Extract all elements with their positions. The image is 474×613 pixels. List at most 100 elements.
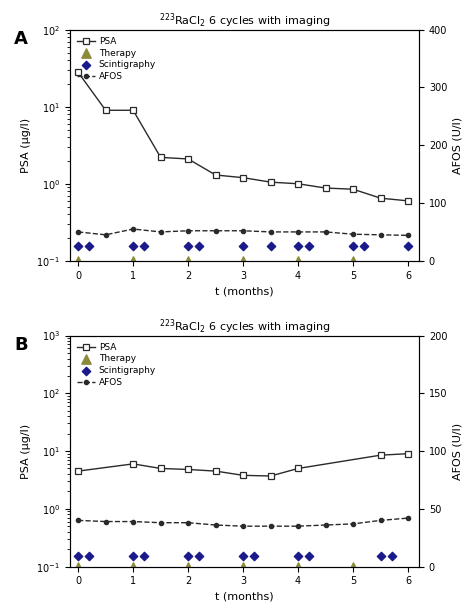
Scintigraphy xyxy=(74,550,82,560)
Scintigraphy xyxy=(195,550,203,560)
PSA xyxy=(295,180,301,188)
Scintigraphy xyxy=(85,242,93,251)
Scintigraphy xyxy=(239,550,247,560)
AFOS xyxy=(158,228,164,235)
Legend: PSA, Therapy, Scintigraphy, AFOS: PSA, Therapy, Scintigraphy, AFOS xyxy=(74,34,159,84)
PSA xyxy=(268,178,273,186)
PSA xyxy=(323,185,328,192)
PSA xyxy=(213,468,219,475)
Line: PSA: PSA xyxy=(75,69,411,204)
AFOS xyxy=(130,518,136,525)
AFOS xyxy=(405,514,411,522)
AFOS xyxy=(378,517,383,524)
AFOS xyxy=(405,232,411,239)
PSA xyxy=(295,465,301,472)
Scintigraphy xyxy=(294,550,302,560)
X-axis label: t (months): t (months) xyxy=(215,286,274,296)
Legend: PSA, Therapy, Scintigraphy, AFOS: PSA, Therapy, Scintigraphy, AFOS xyxy=(74,340,159,390)
Line: PSA: PSA xyxy=(75,451,411,479)
AFOS xyxy=(378,231,383,238)
Scintigraphy xyxy=(129,242,137,251)
PSA xyxy=(185,466,191,473)
Therapy xyxy=(184,562,192,571)
AFOS xyxy=(130,226,136,233)
Therapy xyxy=(294,256,302,265)
AFOS xyxy=(350,520,356,528)
AFOS xyxy=(240,522,246,530)
PSA xyxy=(240,471,246,479)
AFOS xyxy=(268,228,273,235)
PSA xyxy=(378,194,383,202)
PSA xyxy=(213,171,219,178)
Therapy xyxy=(349,562,357,571)
Scintigraphy xyxy=(140,550,148,560)
Therapy xyxy=(129,256,137,265)
Line: AFOS: AFOS xyxy=(76,516,410,528)
Therapy xyxy=(184,256,192,265)
PSA xyxy=(103,107,109,114)
AFOS xyxy=(323,228,328,235)
Therapy xyxy=(239,562,247,571)
Y-axis label: AFOS (U/l): AFOS (U/l) xyxy=(453,422,463,479)
Scintigraphy xyxy=(349,242,357,251)
PSA xyxy=(405,450,411,457)
Title: $^{223}$RaCl$_2$ 6 cycles with imaging: $^{223}$RaCl$_2$ 6 cycles with imaging xyxy=(159,317,330,335)
Scintigraphy xyxy=(360,242,368,251)
X-axis label: t (months): t (months) xyxy=(215,592,274,602)
Scintigraphy xyxy=(74,242,82,251)
Scintigraphy xyxy=(195,242,203,251)
AFOS xyxy=(158,519,164,527)
PSA xyxy=(378,451,383,459)
Therapy xyxy=(74,562,82,571)
Scintigraphy xyxy=(184,550,192,560)
PSA xyxy=(158,154,164,161)
PSA xyxy=(130,107,136,114)
Therapy xyxy=(129,562,137,571)
Therapy xyxy=(74,256,82,265)
AFOS xyxy=(75,228,81,235)
AFOS xyxy=(185,519,191,527)
Scintigraphy xyxy=(239,242,247,251)
Therapy xyxy=(294,562,302,571)
Therapy xyxy=(239,256,247,265)
Scintigraphy xyxy=(250,550,258,560)
Scintigraphy xyxy=(294,242,302,251)
Scintigraphy xyxy=(305,550,313,560)
AFOS xyxy=(213,227,219,234)
Y-axis label: PSA (μg/l): PSA (μg/l) xyxy=(21,118,31,173)
AFOS xyxy=(295,228,301,235)
PSA xyxy=(268,473,273,480)
PSA xyxy=(405,197,411,205)
PSA xyxy=(75,468,81,475)
AFOS xyxy=(240,227,246,234)
AFOS xyxy=(103,518,109,525)
PSA xyxy=(130,460,136,468)
AFOS xyxy=(213,521,219,528)
Text: A: A xyxy=(14,29,28,48)
Scintigraphy xyxy=(129,550,137,560)
Y-axis label: PSA (μg/l): PSA (μg/l) xyxy=(21,424,31,479)
AFOS xyxy=(323,521,328,528)
PSA xyxy=(158,465,164,472)
Therapy xyxy=(349,256,357,265)
Scintigraphy xyxy=(267,242,274,251)
Line: AFOS: AFOS xyxy=(76,227,410,237)
Scintigraphy xyxy=(140,242,148,251)
Scintigraphy xyxy=(404,242,412,251)
AFOS xyxy=(268,522,273,530)
Y-axis label: AFOS (U/l): AFOS (U/l) xyxy=(453,116,463,174)
PSA xyxy=(185,155,191,162)
Text: B: B xyxy=(14,335,27,354)
Scintigraphy xyxy=(388,550,395,560)
Title: $^{223}$RaCl$_2$ 6 cycles with imaging: $^{223}$RaCl$_2$ 6 cycles with imaging xyxy=(159,11,330,29)
Scintigraphy xyxy=(377,550,384,560)
AFOS xyxy=(350,230,356,238)
AFOS xyxy=(75,517,81,524)
AFOS xyxy=(103,231,109,238)
Scintigraphy xyxy=(184,242,192,251)
PSA xyxy=(350,186,356,193)
Scintigraphy xyxy=(305,242,313,251)
AFOS xyxy=(295,522,301,530)
AFOS xyxy=(185,227,191,234)
PSA xyxy=(75,69,81,76)
